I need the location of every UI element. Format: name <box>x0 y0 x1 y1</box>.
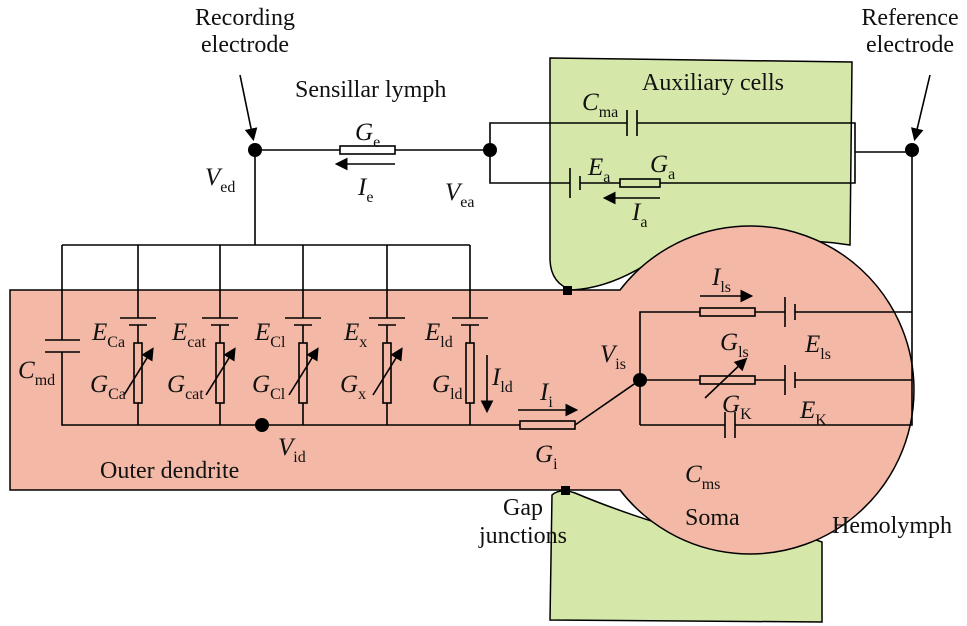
symbol-base: E <box>587 154 603 181</box>
symbol-subscript: Ca <box>107 334 125 351</box>
symbol-subscript: e <box>373 134 380 151</box>
symbol-base: G <box>432 371 450 398</box>
symbol-base: G <box>720 329 738 356</box>
symbol-subscript: Cl <box>270 386 286 403</box>
label: Hemolymph <box>832 513 952 539</box>
symbol-base: G <box>90 371 108 398</box>
symbol-subscript: cat <box>185 386 204 403</box>
symbol-base: E <box>91 319 107 346</box>
symbol-base: E <box>171 319 187 346</box>
symbol-subscript: id <box>293 449 305 466</box>
symbol-subscript: ld <box>440 334 452 351</box>
symbol-base: G <box>167 371 185 398</box>
symbol-subscript: ed <box>220 179 235 196</box>
gap-junction <box>561 486 570 495</box>
symbol-base: G <box>252 371 270 398</box>
symbol-subscript: i <box>553 456 558 473</box>
page: Recordingelectrode Referenceelectrode Se… <box>0 0 967 626</box>
symbol-base: E <box>343 319 359 346</box>
label: Outer dendrite <box>100 458 239 484</box>
gap-junction <box>563 286 572 295</box>
node <box>255 418 269 432</box>
diagram: Recordingelectrode Referenceelectrode Se… <box>0 0 967 626</box>
label: Sensillar lymph <box>295 77 446 103</box>
symbol-subscript: ls <box>720 279 731 296</box>
symbol-subscript: ld <box>450 386 462 403</box>
node <box>248 143 262 157</box>
node <box>483 143 497 157</box>
symbol-base: C <box>582 89 599 116</box>
label: Soma <box>685 505 740 531</box>
symbol-subscript: ms <box>702 476 721 493</box>
symbol-subscript: md <box>35 372 55 389</box>
symbol-subscript: cat <box>187 334 206 351</box>
symbol-base: G <box>355 119 373 146</box>
symbol-base: G <box>535 441 553 468</box>
symbol: Vea <box>445 179 474 211</box>
symbol-subscript: ls <box>820 346 831 363</box>
symbol-subscript: K <box>740 406 752 423</box>
symbol-subscript: ma <box>599 104 619 121</box>
symbol-subscript: i <box>548 394 553 411</box>
symbol-subscript: e <box>366 189 373 206</box>
symbol-subscript: x <box>359 334 367 351</box>
symbol-subscript: x <box>358 386 366 403</box>
symbol-subscript: Cl <box>270 334 286 351</box>
symbol-base: E <box>254 319 270 346</box>
symbol-subscript: a <box>640 214 647 231</box>
symbol: Ved <box>205 164 235 196</box>
symbol-subscript: ld <box>500 379 512 396</box>
symbol-subscript: a <box>668 166 675 183</box>
symbol-subscript: Ca <box>108 386 126 403</box>
symbol-base: C <box>18 357 35 384</box>
symbol-base: G <box>722 391 740 418</box>
symbol-base: E <box>424 319 440 346</box>
symbol-subscript: is <box>615 356 626 373</box>
symbol: Ie <box>357 174 373 206</box>
symbol-base: G <box>340 371 358 398</box>
symbol-subscript: ls <box>738 344 749 361</box>
symbol-base: G <box>650 151 668 178</box>
symbol-subscript: a <box>603 169 610 186</box>
symbol-subscript: ea <box>460 194 474 211</box>
node <box>905 143 919 157</box>
label: Auxiliary cells <box>642 70 784 96</box>
symbol-base: E <box>804 331 820 358</box>
symbol-base: C <box>685 461 702 488</box>
node <box>633 373 647 387</box>
symbol-subscript: K <box>815 412 827 429</box>
symbol-base: E <box>799 397 815 424</box>
